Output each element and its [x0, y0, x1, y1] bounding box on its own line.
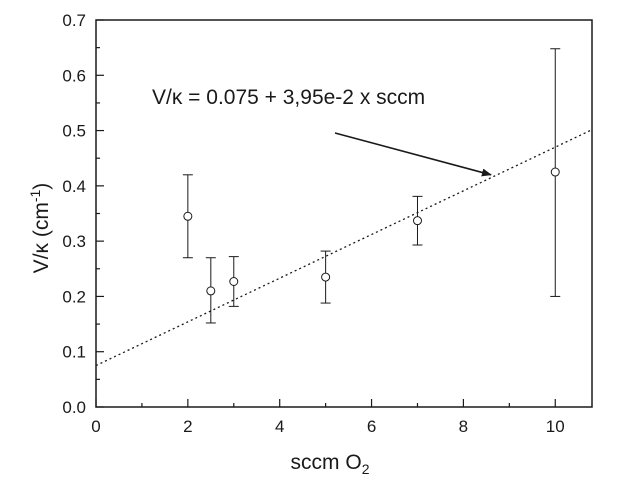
y-tick-label: 0.1 [62, 343, 86, 362]
data-point [206, 286, 216, 296]
y-tick-label: 0.6 [62, 66, 86, 85]
fit-equation-annotation: V/κ = 0.075 + 3,95e-2 x sccm [152, 86, 425, 109]
x-axis-label: sccm O2 [291, 451, 370, 477]
x-tick-label: 6 [367, 417, 376, 436]
x-tick-label: 0 [91, 417, 100, 436]
x-tick-label: 8 [459, 417, 468, 436]
data-point [229, 277, 239, 287]
y-tick-label: 0.4 [62, 177, 86, 196]
y-tick-label: 0.3 [62, 232, 86, 251]
fit-line-group [95, 129, 593, 367]
data-points [182, 48, 561, 324]
x-tick-label: 2 [183, 417, 192, 436]
data-point [321, 272, 331, 282]
y-axis-label: V/κ (cm-1) [27, 183, 53, 274]
y-tick-label: 0.7 [62, 11, 86, 30]
x-tick-label: 4 [275, 417, 284, 436]
axis-ticks: 0 2 4 6 8 10 0.0 0.1 0.2 0.3 0.4 0.5 0.6 0.7 [62, 11, 564, 436]
data-point [183, 211, 193, 221]
y-tick-label: 0.0 [62, 398, 86, 417]
y-tick-label: 0.2 [62, 287, 86, 306]
y-tick-label: 0.5 [62, 122, 86, 141]
data-point [550, 167, 560, 177]
data-point [412, 216, 422, 226]
fit-line [95, 129, 593, 367]
annotation-arrow [334, 132, 492, 177]
x-tick-label: 10 [546, 417, 565, 436]
plot-frame [95, 19, 593, 408]
